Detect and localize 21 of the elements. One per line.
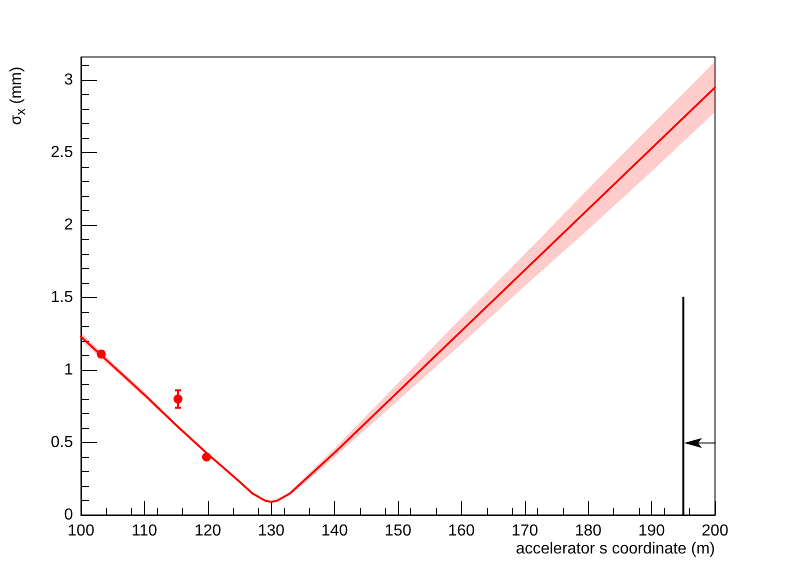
point bbox=[202, 452, 212, 462]
y-tick-label: 0 bbox=[64, 506, 74, 524]
x-tick-label: 200 bbox=[702, 522, 728, 540]
x-axis-title: accelerator s coordinate (m) bbox=[516, 540, 715, 558]
y-tick-label: 3 bbox=[64, 72, 74, 89]
x-tick-label: 100 bbox=[68, 522, 94, 540]
x-tick-label: 110 bbox=[132, 522, 158, 540]
y-tick-label: 2.5 bbox=[50, 144, 74, 162]
x-tick-label: 130 bbox=[258, 522, 285, 540]
y-tick-label: 0.5 bbox=[50, 434, 74, 452]
x-tick-label: 150 bbox=[384, 522, 412, 540]
y-tick-label: 2 bbox=[64, 216, 74, 234]
point bbox=[174, 394, 182, 404]
x-tick-label: 170 bbox=[511, 522, 538, 540]
x-tick-label: 180 bbox=[574, 522, 602, 540]
x-tick-label: 160 bbox=[448, 522, 475, 540]
x-tick-label: 120 bbox=[194, 522, 222, 540]
y-tick-label: 1.5 bbox=[50, 289, 74, 306]
x-tick-label: 140 bbox=[321, 522, 348, 540]
x-tick-label: 190 bbox=[638, 522, 666, 540]
y-tick-label: 1 bbox=[64, 362, 74, 379]
